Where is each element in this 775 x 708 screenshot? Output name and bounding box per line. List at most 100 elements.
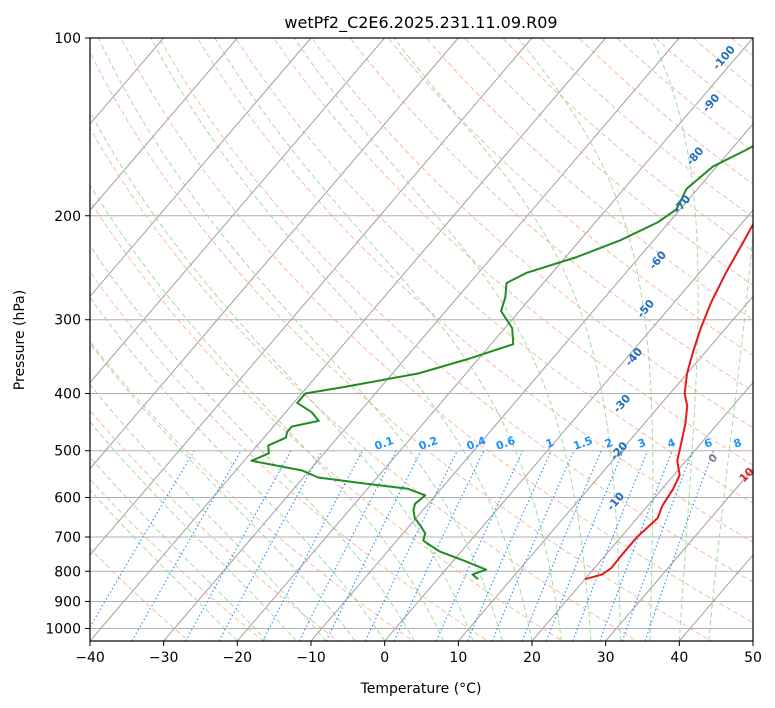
mixing-ratio-line	[467, 450, 552, 641]
moist-adiabat-line	[90, 489, 238, 641]
dry-adiabat-line	[234, 38, 753, 504]
dry-adiabat-label: -80	[684, 144, 707, 168]
moist-adiabat-line	[651, 38, 699, 641]
dry-adiabat-label: -100	[710, 43, 738, 73]
x-tick-label: −30	[149, 650, 179, 666]
dry-adiabat-line	[90, 51, 713, 641]
isotherm-line	[90, 38, 238, 211]
mixing-ratio-line	[599, 450, 673, 641]
mixing-ratio-line	[218, 450, 323, 641]
mixing-ratio-line	[262, 450, 363, 641]
dry-adiabat-line	[90, 270, 489, 641]
chart-title: wetPf2_C2E6.2025.231.11.09.R09	[284, 13, 557, 33]
dry-adiabat-line	[273, 38, 753, 466]
dry-adiabat-label: -50	[634, 297, 657, 321]
mixing-ratio-line	[364, 450, 458, 641]
isotherm-line	[384, 209, 753, 641]
moist-adiabat-line	[90, 110, 474, 641]
mixing-ratio-line	[621, 450, 694, 641]
dewpoint-profile-line	[250, 145, 753, 580]
isotherm-line	[531, 381, 753, 641]
moist-adiabat-line	[517, 38, 654, 641]
moist-adiabat-line	[90, 296, 386, 641]
mixing-ratio-line	[325, 450, 422, 641]
mixing-ratio-line	[572, 450, 649, 641]
x-tick-label: 40	[670, 650, 688, 666]
x-axis-label: Temperature (°C)	[360, 681, 482, 697]
dry-adiabat-line	[540, 38, 753, 218]
moist-adiabat-line	[214, 38, 562, 641]
mixing-ratio-label: 0.4	[465, 434, 488, 453]
dry-adiabat-line	[90, 478, 265, 641]
axes-frame	[89, 37, 754, 642]
axis-ticks: −40 −30 −20 −10 0 10 20 30 40 5010020030040050060…	[45, 31, 762, 666]
mixing-ratio-label: 1	[544, 436, 556, 451]
x-tick-label: 20	[523, 650, 541, 666]
mixing-ratio-label: 6	[702, 436, 714, 451]
x-tick-label: 10	[449, 650, 467, 666]
dry-adiabat-label: -70	[671, 192, 694, 216]
dry-adiabat-line	[764, 33, 775, 645]
mixing-ratio-label: 4	[666, 436, 678, 451]
dry-adiabat-line	[387, 38, 753, 356]
moist-adiabat-line	[98, 38, 504, 641]
isotherm-line	[752, 640, 753, 641]
x-tick-label: 0	[380, 650, 389, 666]
x-tick-label: −20	[223, 650, 253, 666]
y-tick-label: 200	[54, 209, 81, 225]
isotherm-line	[236, 38, 753, 641]
isotherm-line	[605, 467, 753, 641]
moist-adiabat-line	[90, 184, 445, 641]
dry-adiabat-line	[158, 38, 753, 583]
dry-adiabat-line	[616, 38, 753, 153]
isotherm-line	[310, 123, 753, 641]
dry-adiabat-line	[90, 127, 638, 641]
y-axis-label: Pressure (hPa)	[12, 290, 28, 390]
mixing-ratio-label: 1.5	[572, 434, 595, 453]
moist-adiabat-line	[90, 383, 327, 641]
dry-adiabat-label: -40	[623, 345, 646, 369]
moist-adiabat-line	[90, 244, 415, 641]
isotherm-line	[678, 554, 753, 641]
mixing-ratio-label: 10	[754, 435, 773, 453]
plot-area: -100-90-80-70-60-50-40-30-20-10010203040…	[90, 33, 775, 645]
isotherm-line	[90, 38, 312, 298]
dry-adiabat-label: -60	[646, 248, 669, 272]
mixing-ratio-label: 0.6	[494, 434, 517, 453]
mixing-ratio-line	[545, 450, 624, 641]
mixing-ratio-label: 0.2	[417, 434, 440, 453]
x-tick-label: 30	[597, 650, 615, 666]
moist-adiabat-line	[708, 227, 753, 641]
moist-adiabat-label: 10	[737, 465, 757, 485]
x-tick-label: 50	[744, 650, 762, 666]
y-tick-label: 100	[54, 31, 81, 47]
mixing-ratio-line	[644, 450, 715, 641]
dry-adiabat-label: -30	[611, 392, 634, 416]
y-tick-label: 600	[54, 490, 81, 506]
isotherm-line	[90, 38, 459, 470]
mixing-ratio-label: 8	[732, 436, 744, 451]
dry-adiabat-line	[90, 340, 414, 641]
mixing-ratio-line	[393, 450, 485, 641]
moist-adiabat-line	[393, 38, 621, 641]
dry-adiabat-line	[349, 38, 753, 392]
mixing-ratio-line	[90, 450, 195, 629]
y-tick-label: 700	[54, 530, 81, 546]
y-tick-label: 1000	[45, 621, 81, 637]
isotherm-line	[90, 38, 606, 641]
dry-adiabat-line	[501, 38, 753, 252]
moist-adiabat-line	[90, 342, 356, 641]
dry-adiabat-line	[196, 38, 753, 543]
mixing-ratio-line	[185, 450, 292, 641]
dry-adiabat-line	[578, 38, 753, 185]
y-tick-label: 300	[54, 313, 81, 329]
temperature-profile-line	[584, 222, 753, 581]
mixing-ratio-line	[491, 450, 575, 641]
moist-adiabat-line	[90, 456, 268, 641]
moist-adiabat-line	[150, 38, 533, 641]
isotherm-line	[90, 38, 385, 384]
y-tick-label: 500	[54, 444, 81, 460]
isotherm-line	[457, 295, 753, 641]
moist-adiabat-label: 20	[752, 486, 772, 506]
mixing-ratio-label: 3	[636, 436, 648, 451]
